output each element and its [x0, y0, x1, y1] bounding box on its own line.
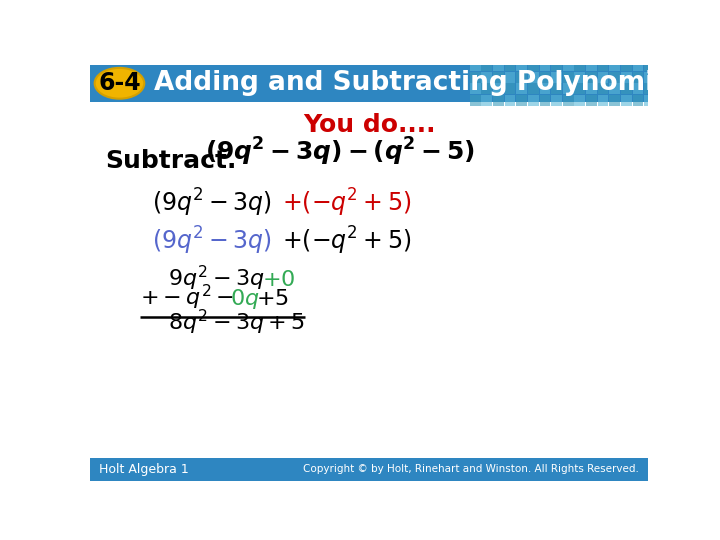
FancyBboxPatch shape: [575, 95, 585, 106]
FancyBboxPatch shape: [586, 60, 597, 71]
FancyBboxPatch shape: [632, 60, 644, 71]
FancyBboxPatch shape: [586, 72, 597, 83]
FancyBboxPatch shape: [632, 72, 644, 83]
FancyBboxPatch shape: [586, 95, 597, 106]
FancyBboxPatch shape: [493, 83, 504, 94]
Text: $+ 5$: $+ 5$: [256, 289, 289, 309]
Text: $(9q^2 - 3q)$: $(9q^2 - 3q)$: [152, 225, 271, 257]
Text: Holt Algebra 1: Holt Algebra 1: [99, 463, 189, 476]
FancyBboxPatch shape: [644, 60, 655, 71]
FancyBboxPatch shape: [493, 72, 504, 83]
FancyBboxPatch shape: [539, 95, 550, 106]
FancyBboxPatch shape: [90, 457, 648, 481]
FancyBboxPatch shape: [482, 72, 492, 83]
FancyBboxPatch shape: [528, 83, 539, 94]
Text: Adding and Subtracting Polynomials: Adding and Subtracting Polynomials: [153, 70, 696, 96]
Text: $(9q^2 - 3q)$: $(9q^2 - 3q)$: [152, 186, 271, 219]
FancyBboxPatch shape: [598, 95, 608, 106]
FancyBboxPatch shape: [644, 72, 655, 83]
FancyBboxPatch shape: [609, 95, 620, 106]
FancyBboxPatch shape: [609, 60, 620, 71]
FancyBboxPatch shape: [493, 60, 504, 71]
FancyBboxPatch shape: [575, 60, 585, 71]
FancyBboxPatch shape: [598, 60, 608, 71]
FancyBboxPatch shape: [563, 60, 574, 71]
FancyBboxPatch shape: [598, 83, 608, 94]
FancyBboxPatch shape: [539, 72, 550, 83]
Text: $+ - q^2 -$: $+ - q^2 -$: [140, 282, 235, 312]
FancyBboxPatch shape: [575, 83, 585, 94]
FancyBboxPatch shape: [644, 95, 655, 106]
FancyBboxPatch shape: [516, 95, 527, 106]
FancyBboxPatch shape: [551, 60, 562, 71]
FancyBboxPatch shape: [621, 72, 631, 83]
FancyBboxPatch shape: [493, 95, 504, 106]
FancyBboxPatch shape: [609, 83, 620, 94]
FancyBboxPatch shape: [563, 72, 574, 83]
FancyBboxPatch shape: [621, 83, 631, 94]
FancyBboxPatch shape: [505, 72, 516, 83]
Text: You do....: You do....: [302, 113, 436, 137]
FancyBboxPatch shape: [586, 83, 597, 94]
FancyBboxPatch shape: [621, 95, 631, 106]
Text: $\mathbf{(9}$$\mathbfit{q}$$\mathbf{^2 - 3}$$\mathbfit{q}\mathbf{) - (}$$\mathbf: $\mathbf{(9}$$\mathbfit{q}$$\mathbf{^2 -…: [204, 136, 474, 168]
FancyBboxPatch shape: [621, 60, 631, 71]
FancyBboxPatch shape: [505, 95, 516, 106]
FancyBboxPatch shape: [505, 83, 516, 94]
FancyBboxPatch shape: [469, 72, 481, 83]
Text: 6-4: 6-4: [98, 71, 141, 95]
FancyBboxPatch shape: [516, 72, 527, 83]
FancyBboxPatch shape: [516, 83, 527, 94]
FancyBboxPatch shape: [551, 72, 562, 83]
FancyBboxPatch shape: [516, 60, 527, 71]
Text: Subtract.: Subtract.: [106, 149, 237, 173]
Text: $+ 0$: $+ 0$: [262, 270, 295, 290]
FancyBboxPatch shape: [598, 72, 608, 83]
FancyBboxPatch shape: [563, 95, 574, 106]
FancyBboxPatch shape: [90, 65, 648, 102]
Ellipse shape: [94, 68, 144, 99]
FancyBboxPatch shape: [575, 72, 585, 83]
FancyBboxPatch shape: [563, 83, 574, 94]
FancyBboxPatch shape: [482, 95, 492, 106]
FancyBboxPatch shape: [644, 83, 655, 94]
FancyBboxPatch shape: [469, 83, 481, 94]
FancyBboxPatch shape: [469, 95, 481, 106]
FancyBboxPatch shape: [551, 95, 562, 106]
FancyBboxPatch shape: [528, 60, 539, 71]
Text: $+ (-q^2 + 5)$: $+ (-q^2 + 5)$: [282, 186, 412, 219]
FancyBboxPatch shape: [505, 60, 516, 71]
Text: Copyright © by Holt, Rinehart and Winston. All Rights Reserved.: Copyright © by Holt, Rinehart and Winsto…: [303, 464, 639, 474]
Text: $8q^2 - 3q + 5$: $8q^2 - 3q + 5$: [168, 308, 305, 338]
FancyBboxPatch shape: [609, 72, 620, 83]
FancyBboxPatch shape: [551, 83, 562, 94]
FancyBboxPatch shape: [482, 60, 492, 71]
FancyBboxPatch shape: [539, 60, 550, 71]
Text: $0q$: $0q$: [230, 287, 260, 311]
Text: $9q^2 - 3q$: $9q^2 - 3q$: [168, 264, 264, 293]
FancyBboxPatch shape: [469, 60, 481, 71]
FancyBboxPatch shape: [482, 83, 492, 94]
FancyBboxPatch shape: [632, 83, 644, 94]
Text: $+ (-q^2 + 5)$: $+ (-q^2 + 5)$: [282, 225, 412, 257]
FancyBboxPatch shape: [528, 72, 539, 83]
FancyBboxPatch shape: [539, 83, 550, 94]
FancyBboxPatch shape: [528, 95, 539, 106]
FancyBboxPatch shape: [632, 95, 644, 106]
